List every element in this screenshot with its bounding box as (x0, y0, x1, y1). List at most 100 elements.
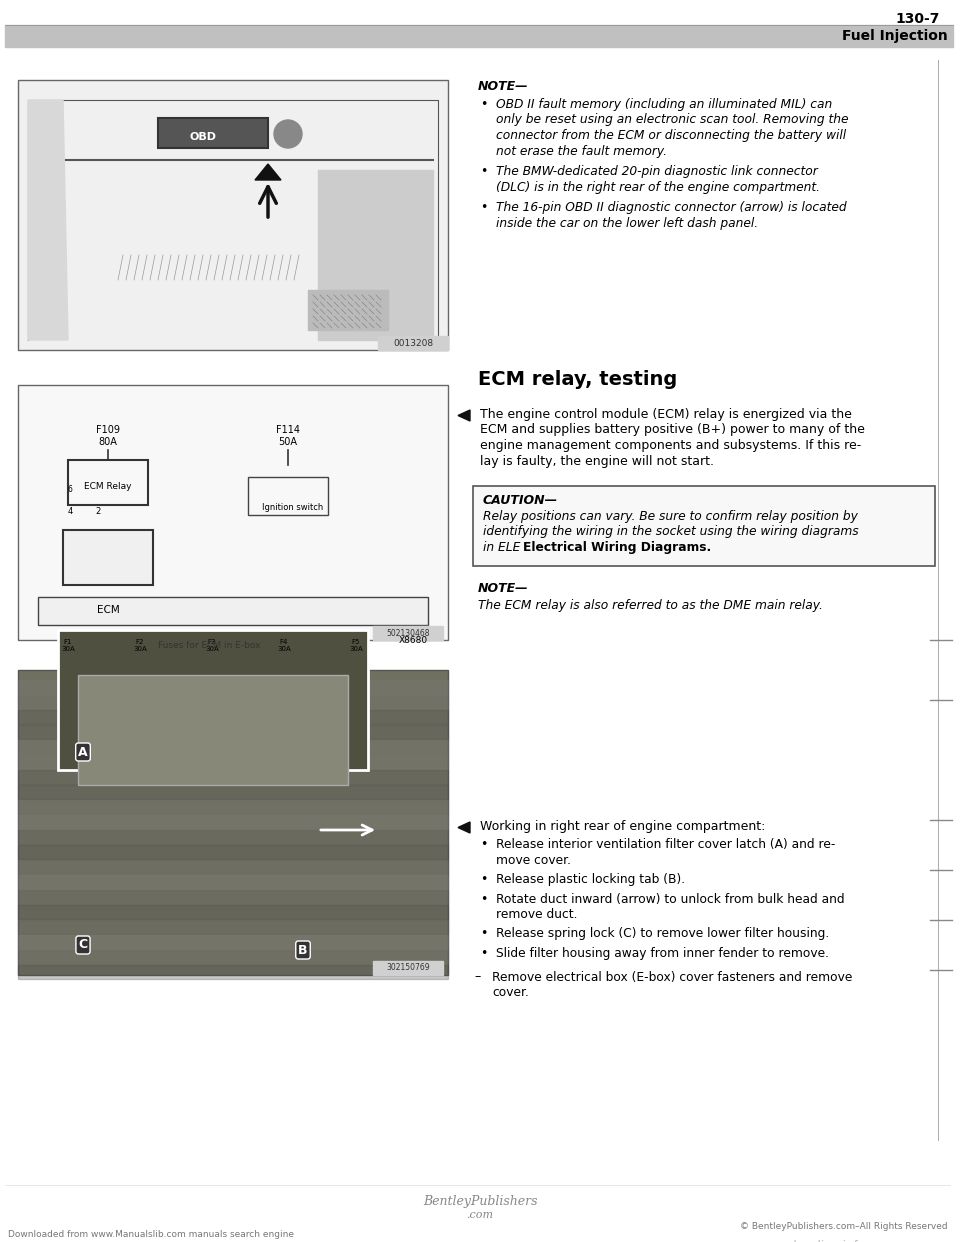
Polygon shape (18, 681, 448, 694)
Text: not erase the fault memory.: not erase the fault memory. (496, 144, 667, 158)
Text: ECM relay, testing: ECM relay, testing (478, 370, 677, 389)
Text: –: – (474, 970, 480, 984)
Polygon shape (458, 822, 470, 833)
Circle shape (274, 120, 302, 148)
Text: carmanualsonline.info: carmanualsonline.info (734, 1240, 865, 1242)
Text: Slide filter housing away from inner fender to remove.: Slide filter housing away from inner fen… (496, 946, 829, 960)
Text: Fuses for ECM in E-box: Fuses for ECM in E-box (158, 641, 260, 650)
Text: move cover.: move cover. (496, 853, 571, 867)
Text: •: • (480, 165, 488, 178)
Text: F114
50A: F114 50A (276, 425, 300, 447)
Polygon shape (18, 725, 448, 739)
Bar (18, 385, 448, 640)
Text: A: A (78, 745, 87, 759)
Bar (78, 674, 348, 785)
Polygon shape (18, 696, 448, 709)
Polygon shape (18, 845, 448, 859)
Text: The ECM relay is also referred to as the DME main relay.: The ECM relay is also referred to as the… (478, 599, 823, 612)
Text: Release interior ventilation filter cover latch (A) and re-: Release interior ventilation filter cove… (496, 838, 835, 851)
Text: 502130468: 502130468 (386, 628, 430, 637)
Text: ECM and supplies battery positive (B+) power to many of the: ECM and supplies battery positive (B+) p… (480, 424, 865, 436)
Text: .com: .com (467, 1210, 493, 1220)
Bar (38, 597, 428, 625)
Polygon shape (18, 891, 448, 904)
Polygon shape (255, 164, 281, 180)
Text: cover.: cover. (492, 986, 529, 999)
Text: Rotate duct inward (arrow) to unlock from bulk head and: Rotate duct inward (arrow) to unlock fro… (496, 893, 845, 905)
Text: •: • (480, 838, 488, 851)
Text: Release plastic locking tab (B).: Release plastic locking tab (B). (496, 873, 685, 886)
Text: B: B (299, 944, 308, 956)
Polygon shape (28, 101, 68, 340)
Text: •: • (480, 873, 488, 886)
Text: OBD II fault memory (including an illuminated MIL) can: OBD II fault memory (including an illumi… (496, 98, 832, 111)
Polygon shape (18, 755, 448, 769)
Text: The BMW-dedicated 20-pin diagnostic link connector: The BMW-dedicated 20-pin diagnostic link… (496, 165, 818, 178)
Bar (58, 630, 368, 770)
Polygon shape (18, 800, 448, 814)
Text: F1
30A: F1 30A (61, 638, 75, 652)
Text: lay is faulty, the engine will not start.: lay is faulty, the engine will not start… (480, 455, 714, 467)
Text: •: • (480, 946, 488, 960)
Text: F2
30A: F2 30A (133, 638, 147, 652)
Text: NOTE—: NOTE— (478, 582, 529, 595)
Text: 4: 4 (67, 507, 73, 515)
Polygon shape (18, 965, 448, 979)
Text: only be reset using an electronic scan tool. Removing the: only be reset using an electronic scan t… (496, 113, 849, 127)
Text: inside the car on the lower left dash panel.: inside the car on the lower left dash pa… (496, 216, 758, 230)
Text: 2: 2 (95, 507, 101, 515)
Polygon shape (18, 770, 448, 784)
Polygon shape (18, 935, 448, 949)
Bar (373, 961, 443, 975)
Text: C: C (79, 939, 87, 951)
Bar (158, 118, 268, 148)
Text: 0013208: 0013208 (393, 339, 433, 348)
Polygon shape (18, 920, 448, 934)
Text: remove duct.: remove duct. (496, 908, 578, 922)
Bar (18, 669, 448, 975)
Polygon shape (18, 950, 448, 964)
Text: BentleyPublishers: BentleyPublishers (422, 1195, 538, 1208)
Polygon shape (318, 170, 433, 340)
Bar (378, 337, 448, 350)
Bar (473, 486, 935, 566)
Polygon shape (18, 905, 448, 919)
Bar (248, 477, 328, 515)
Polygon shape (18, 876, 448, 889)
Text: Remove electrical box (E-box) cover fasteners and remove: Remove electrical box (E-box) cover fast… (492, 970, 852, 984)
Text: •: • (480, 893, 488, 905)
Text: •: • (480, 98, 488, 111)
Text: Fuel Injection: Fuel Injection (842, 29, 948, 43)
Text: F109
80A: F109 80A (96, 425, 120, 447)
Text: ECM Relay: ECM Relay (84, 482, 132, 491)
Text: (DLC) is in the right rear of the engine compartment.: (DLC) is in the right rear of the engine… (496, 180, 820, 194)
Polygon shape (18, 815, 448, 828)
Text: F4
30A: F4 30A (277, 638, 291, 652)
Text: 6: 6 (67, 484, 72, 494)
Bar (373, 626, 443, 640)
Text: Working in right rear of engine compartment:: Working in right rear of engine compartm… (480, 820, 765, 833)
Bar (18, 79, 448, 350)
Text: identifying the wiring in the socket using the wiring diagrams: identifying the wiring in the socket usi… (483, 525, 858, 539)
Bar (63, 530, 153, 585)
Text: Electrical Wiring Diagrams.: Electrical Wiring Diagrams. (523, 542, 711, 554)
Polygon shape (18, 785, 448, 799)
Text: F5
30A: F5 30A (349, 638, 363, 652)
Text: The 16-pin OBD II diagnostic connector (arrow) is located: The 16-pin OBD II diagnostic connector (… (496, 201, 847, 214)
Text: 130-7: 130-7 (896, 12, 940, 26)
Text: The engine control module (ECM) relay is energized via the: The engine control module (ECM) relay is… (480, 409, 852, 421)
Polygon shape (308, 289, 388, 330)
Text: Ignition switch: Ignition switch (262, 503, 323, 512)
Polygon shape (458, 410, 470, 421)
Text: F3
30A: F3 30A (205, 638, 219, 652)
Bar (68, 460, 148, 505)
Text: •: • (480, 201, 488, 214)
Text: Relay positions can vary. Be sure to confirm relay position by: Relay positions can vary. Be sure to con… (483, 510, 858, 523)
Text: © BentleyPublishers.com–All Rights Reserved: © BentleyPublishers.com–All Rights Reser… (740, 1222, 948, 1231)
Text: connector from the ECM or disconnecting the battery will: connector from the ECM or disconnecting … (496, 129, 846, 142)
Text: ECM: ECM (97, 605, 119, 615)
Polygon shape (18, 740, 448, 754)
Text: Release spring lock (C) to remove lower filter housing.: Release spring lock (C) to remove lower … (496, 928, 829, 940)
Polygon shape (18, 859, 448, 874)
Bar (5, 25, 953, 47)
